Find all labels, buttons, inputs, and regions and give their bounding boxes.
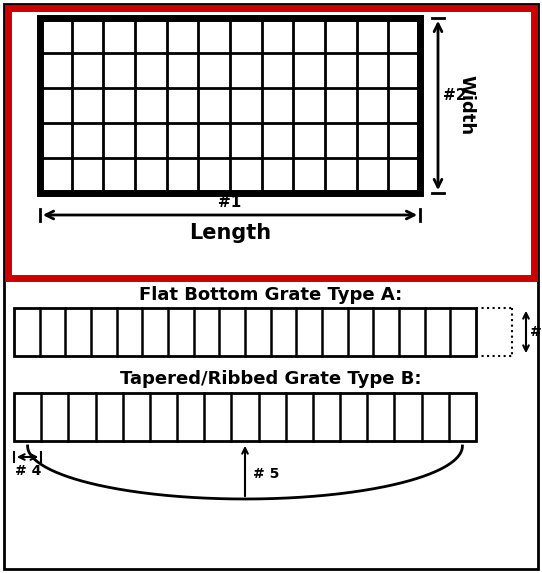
Text: # 5: # 5 bbox=[253, 467, 279, 481]
Text: Length: Length bbox=[189, 223, 271, 243]
Text: Tapered/Ribbed Grate Type B:: Tapered/Ribbed Grate Type B: bbox=[120, 370, 422, 388]
Text: #2: #2 bbox=[443, 88, 467, 103]
Text: #3: #3 bbox=[530, 325, 542, 339]
Text: # 4: # 4 bbox=[15, 464, 41, 478]
Bar bbox=[14, 308, 476, 356]
Text: Flat Bottom Grate Type A:: Flat Bottom Grate Type A: bbox=[139, 286, 403, 304]
Bar bbox=[8, 8, 534, 278]
Bar bbox=[40, 18, 420, 193]
Text: #1: #1 bbox=[218, 195, 242, 210]
Text: Width: Width bbox=[457, 76, 475, 136]
Bar bbox=[14, 393, 476, 441]
